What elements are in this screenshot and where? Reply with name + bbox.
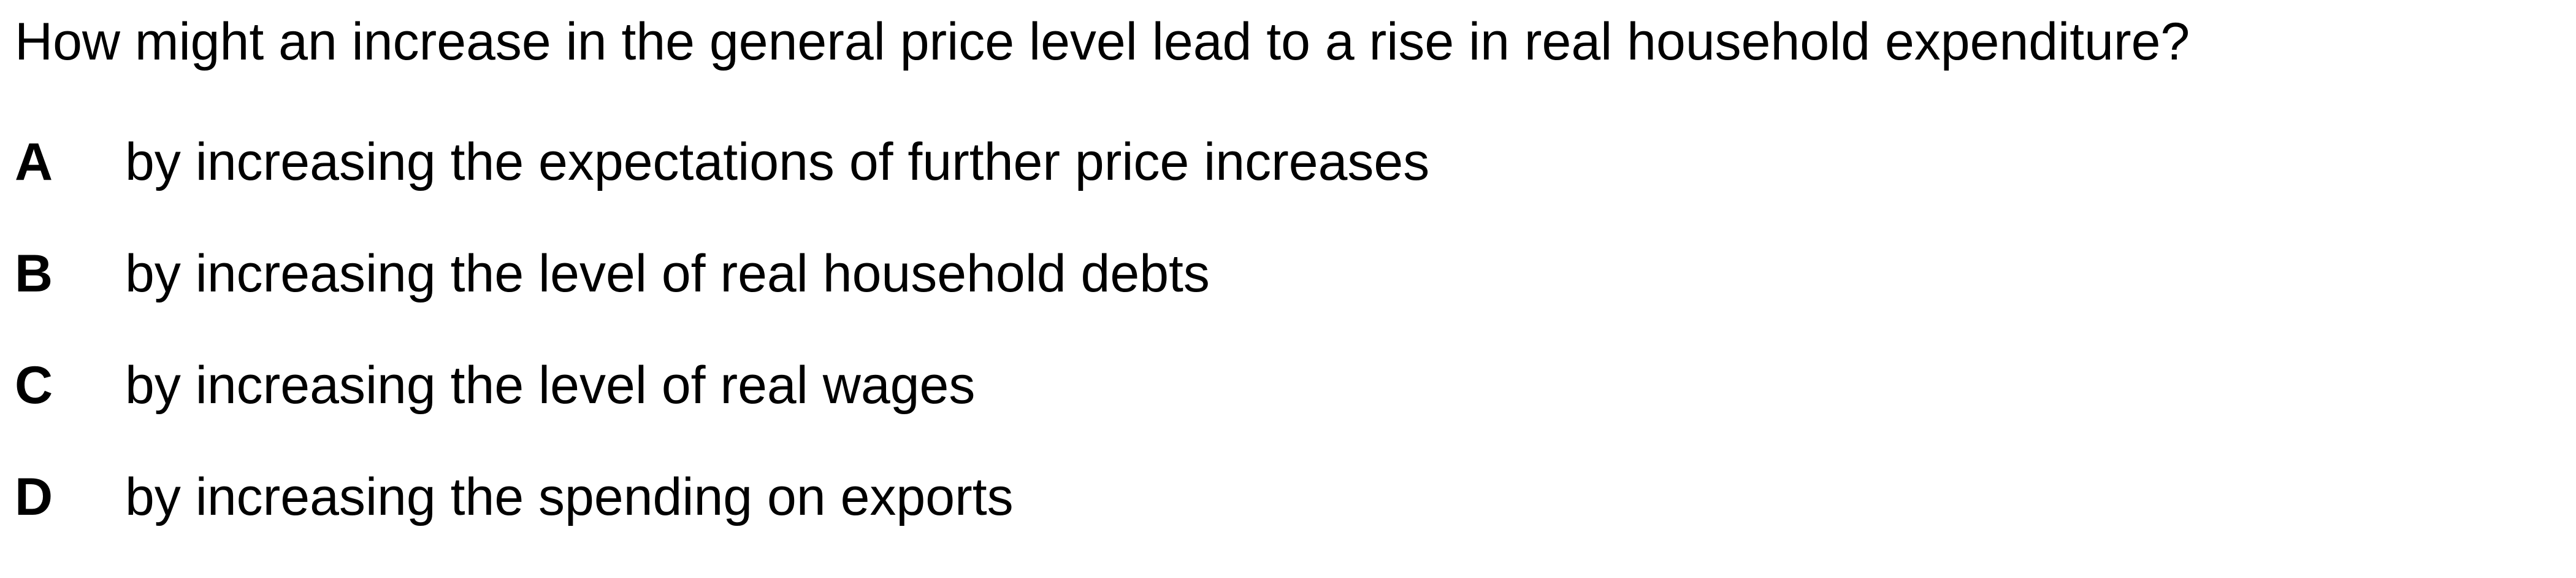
option-text: by increasing the spending on exports bbox=[125, 468, 1014, 526]
option-d: D by increasing the spending on exports bbox=[15, 466, 1429, 578]
option-b: B by increasing the level of real househ… bbox=[15, 243, 1429, 355]
question-text: How might an increase in the general pri… bbox=[15, 12, 2190, 71]
option-letter: C bbox=[15, 356, 53, 415]
option-text: by increasing the level of real househol… bbox=[125, 244, 1210, 303]
option-letter: D bbox=[15, 468, 53, 526]
option-c: C by increasing the level of real wages bbox=[15, 355, 1429, 466]
option-letter: B bbox=[15, 244, 53, 303]
option-text: by increasing the level of real wages bbox=[125, 356, 976, 415]
answer-options: A by increasing the expectations of furt… bbox=[15, 131, 1429, 578]
option-a: A by increasing the expectations of furt… bbox=[15, 131, 1429, 243]
option-text: by increasing the expectations of furthe… bbox=[125, 133, 1430, 191]
option-letter: A bbox=[15, 133, 53, 191]
